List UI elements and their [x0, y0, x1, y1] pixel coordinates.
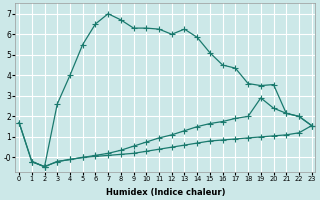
X-axis label: Humidex (Indice chaleur): Humidex (Indice chaleur): [106, 188, 225, 197]
